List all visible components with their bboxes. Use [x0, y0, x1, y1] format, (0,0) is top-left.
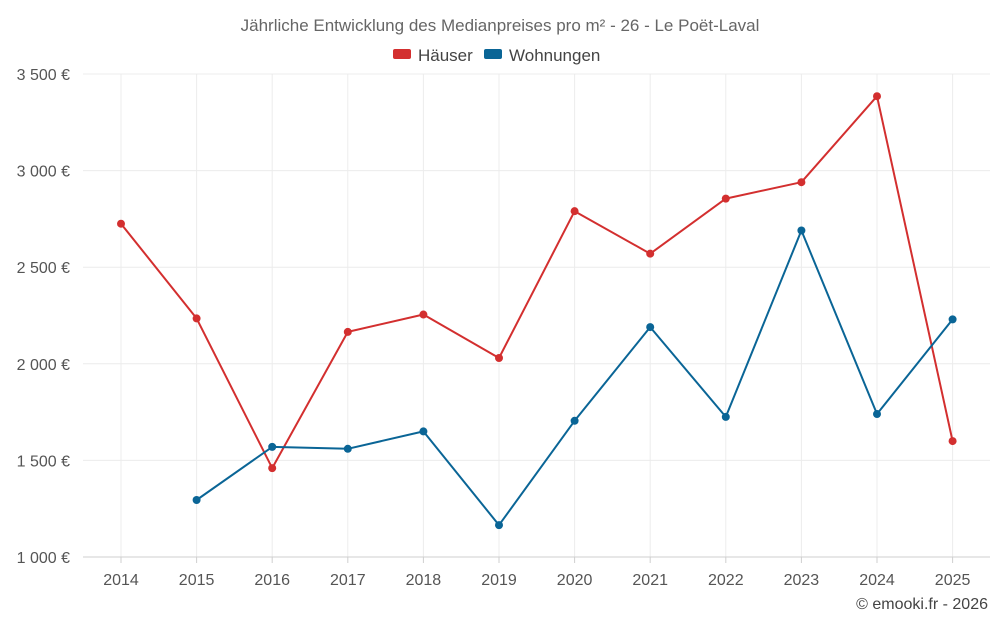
data-point-wohnungen[interactable]	[873, 410, 881, 419]
chart-title: Jährliche Entwicklung des Medianpreises …	[241, 16, 760, 35]
y-tick-label: 1 000 €	[17, 550, 70, 567]
x-tick-label: 2020	[557, 572, 593, 589]
data-point-wohnungen[interactable]	[948, 315, 957, 324]
legend-swatch-haeuser	[393, 49, 411, 59]
data-point-haeuser[interactable]	[117, 219, 125, 228]
data-point-wohnungen[interactable]	[646, 323, 655, 332]
x-tick-label: 2019	[481, 572, 517, 589]
x-tick-label: 2018	[406, 572, 442, 589]
data-point-haeuser[interactable]	[721, 194, 730, 203]
axes: 1 000 € 1 500 € 2 000 € 2 500 € 3 000 € 3 500…	[17, 67, 990, 589]
copyright-text: © emooki.fr - 2026	[856, 596, 988, 613]
data-point-haeuser[interactable]	[192, 314, 201, 323]
legend-item-haeuser[interactable]: Häuser	[393, 46, 473, 65]
data-point-wohnungen[interactable]	[343, 444, 352, 453]
data-point-wohnungen[interactable]	[268, 442, 277, 451]
x-tick-label: 2022	[708, 572, 744, 589]
legend-label-haeuser: Häuser	[418, 46, 473, 65]
y-tick-label: 2 500 €	[17, 260, 70, 277]
x-tick-label: 2024	[859, 572, 895, 589]
series-line-haeuser	[120, 95, 954, 470]
data-point-wohnungen[interactable]	[192, 496, 201, 505]
data-point-wohnungen[interactable]	[721, 412, 730, 421]
y-tick-label: 2 000 €	[17, 357, 70, 374]
legend-label-wohnungen: Wohnungen	[509, 46, 600, 65]
data-point-wohnungen[interactable]	[495, 521, 503, 530]
series-wohnungen	[192, 226, 957, 530]
y-tick-label: 1 500 €	[17, 453, 70, 470]
series-layer	[117, 92, 957, 530]
data-point-haeuser[interactable]	[646, 249, 655, 258]
x-tick-label: 2015	[179, 572, 215, 589]
legend-item-wohnungen[interactable]: Wohnungen	[484, 46, 600, 65]
x-tick-label: 2017	[330, 572, 366, 589]
data-point-wohnungen[interactable]	[797, 226, 806, 235]
legend: Häuser Wohnungen	[393, 46, 600, 65]
data-point-haeuser[interactable]	[419, 310, 428, 319]
data-point-haeuser[interactable]	[268, 464, 277, 473]
y-tick-label: 3 500 €	[17, 67, 70, 84]
data-point-wohnungen[interactable]	[570, 416, 579, 425]
y-tick-label: 3 000 €	[17, 164, 70, 181]
x-tick-label: 2021	[632, 572, 668, 589]
legend-swatch-wohnungen	[484, 49, 502, 59]
series-haeuser	[117, 92, 957, 473]
data-point-haeuser[interactable]	[948, 437, 957, 446]
data-point-haeuser[interactable]	[570, 207, 579, 216]
data-point-haeuser[interactable]	[343, 327, 352, 336]
data-point-wohnungen[interactable]	[419, 427, 428, 436]
grid	[83, 73, 990, 557]
data-point-haeuser[interactable]	[495, 354, 503, 363]
x-tick-label: 2014	[103, 572, 139, 589]
x-tick-label: 2023	[784, 572, 820, 589]
x-tick-label: 2025	[935, 572, 971, 589]
x-tick-label: 2016	[254, 572, 290, 589]
data-point-haeuser[interactable]	[797, 178, 806, 187]
data-point-haeuser[interactable]	[873, 92, 881, 101]
